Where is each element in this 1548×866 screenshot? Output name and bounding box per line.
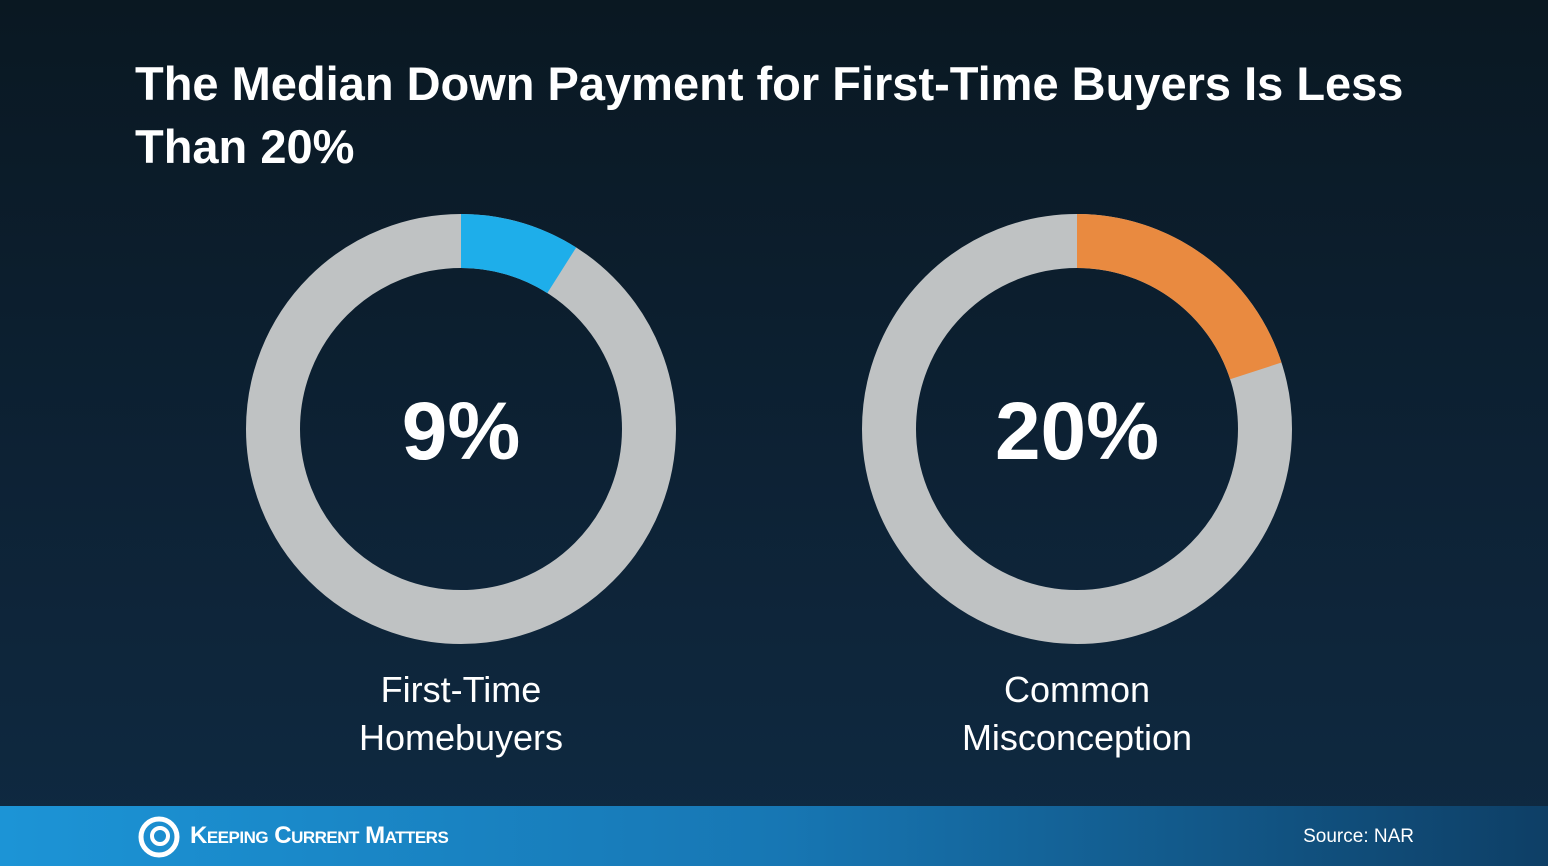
source: Source: NAR [1303,826,1414,847]
logo [138,816,180,858]
donut-segment [1076,214,1282,380]
brand: Keeping Current Matters [190,822,449,849]
footer: Keeping Current Matters Source: NAR [0,806,1548,866]
category-label: Common Misconception [961,669,1193,758]
center-value: 9% [402,386,521,477]
center-value: 20% [995,386,1159,477]
category-label: First-Time Homebuyers [358,669,564,758]
charts: 9% 20% [246,214,1292,644]
title: The Median Down Payment for First-Time B… [135,57,1404,173]
donut-segment [460,214,577,294]
